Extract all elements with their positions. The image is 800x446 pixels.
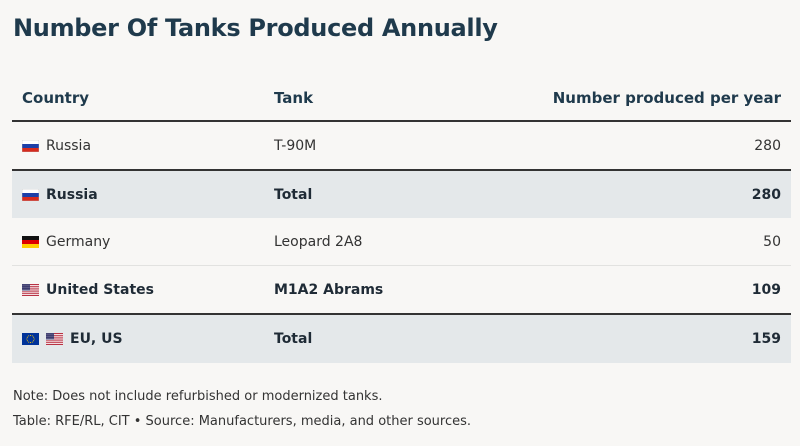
table-header-row: Country Tank Number produced per year bbox=[12, 76, 791, 122]
country-name: United States bbox=[46, 281, 154, 298]
chart-title: Number Of Tanks Produced Annually bbox=[13, 14, 498, 42]
country-label: United States bbox=[22, 282, 254, 298]
table-row: United States M1A2 Abrams 109 bbox=[12, 265, 791, 315]
country-label: Russia bbox=[22, 138, 254, 154]
germany-flag-icon bbox=[22, 235, 39, 248]
production-value-cell: 50 bbox=[542, 218, 791, 266]
country-label: Germany bbox=[22, 234, 254, 250]
tank-cell: Total bbox=[264, 313, 542, 363]
production-value-cell: 109 bbox=[542, 265, 791, 315]
production-value-cell: 280 bbox=[542, 121, 791, 171]
source-line: Table: RFE/RL, CIT • Source: Manufacture… bbox=[13, 414, 472, 429]
tank-cell: Total bbox=[264, 169, 542, 218]
country-name: Russia bbox=[46, 137, 92, 154]
column-header-tank: Tank bbox=[264, 76, 542, 122]
country-cell: Russia bbox=[12, 169, 264, 218]
column-header-number: Number produced per year bbox=[542, 76, 791, 122]
column-header-country: Country bbox=[12, 76, 264, 122]
country-cell: EU, US bbox=[12, 313, 264, 363]
footnote: Note: Does not include refurbished or mo… bbox=[13, 389, 383, 404]
tank-cell: T-90M bbox=[264, 121, 542, 171]
country-name: Russia bbox=[46, 186, 98, 203]
country-cell: United States bbox=[12, 265, 264, 315]
tank-production-table: Country Tank Number produced per year Ru… bbox=[12, 76, 791, 363]
country-name: Germany bbox=[46, 233, 111, 250]
table-total-row: EU, US Total 159 bbox=[12, 313, 791, 363]
european-union-flag-icon bbox=[22, 333, 39, 345]
tank-cell: Leopard 2A8 bbox=[264, 218, 542, 266]
tank-cell: M1A2 Abrams bbox=[264, 265, 542, 315]
united-states-flag-icon bbox=[46, 333, 63, 345]
country-name: EU, US bbox=[70, 331, 123, 347]
russia-flag-icon bbox=[22, 188, 39, 201]
production-value-cell: 159 bbox=[542, 313, 791, 363]
table-row: Germany Leopard 2A8 50 bbox=[12, 218, 791, 266]
russia-flag-icon bbox=[22, 139, 39, 152]
country-label: Russia bbox=[22, 187, 254, 203]
production-value-cell: 280 bbox=[542, 169, 791, 218]
table-row: Russia T-90M 280 bbox=[12, 121, 791, 171]
united-states-flag-icon bbox=[22, 283, 39, 296]
country-cell: Germany bbox=[12, 218, 264, 266]
country-label: EU, US bbox=[22, 331, 254, 347]
country-cell: Russia bbox=[12, 121, 264, 171]
table-total-row: Russia Total 280 bbox=[12, 169, 791, 218]
